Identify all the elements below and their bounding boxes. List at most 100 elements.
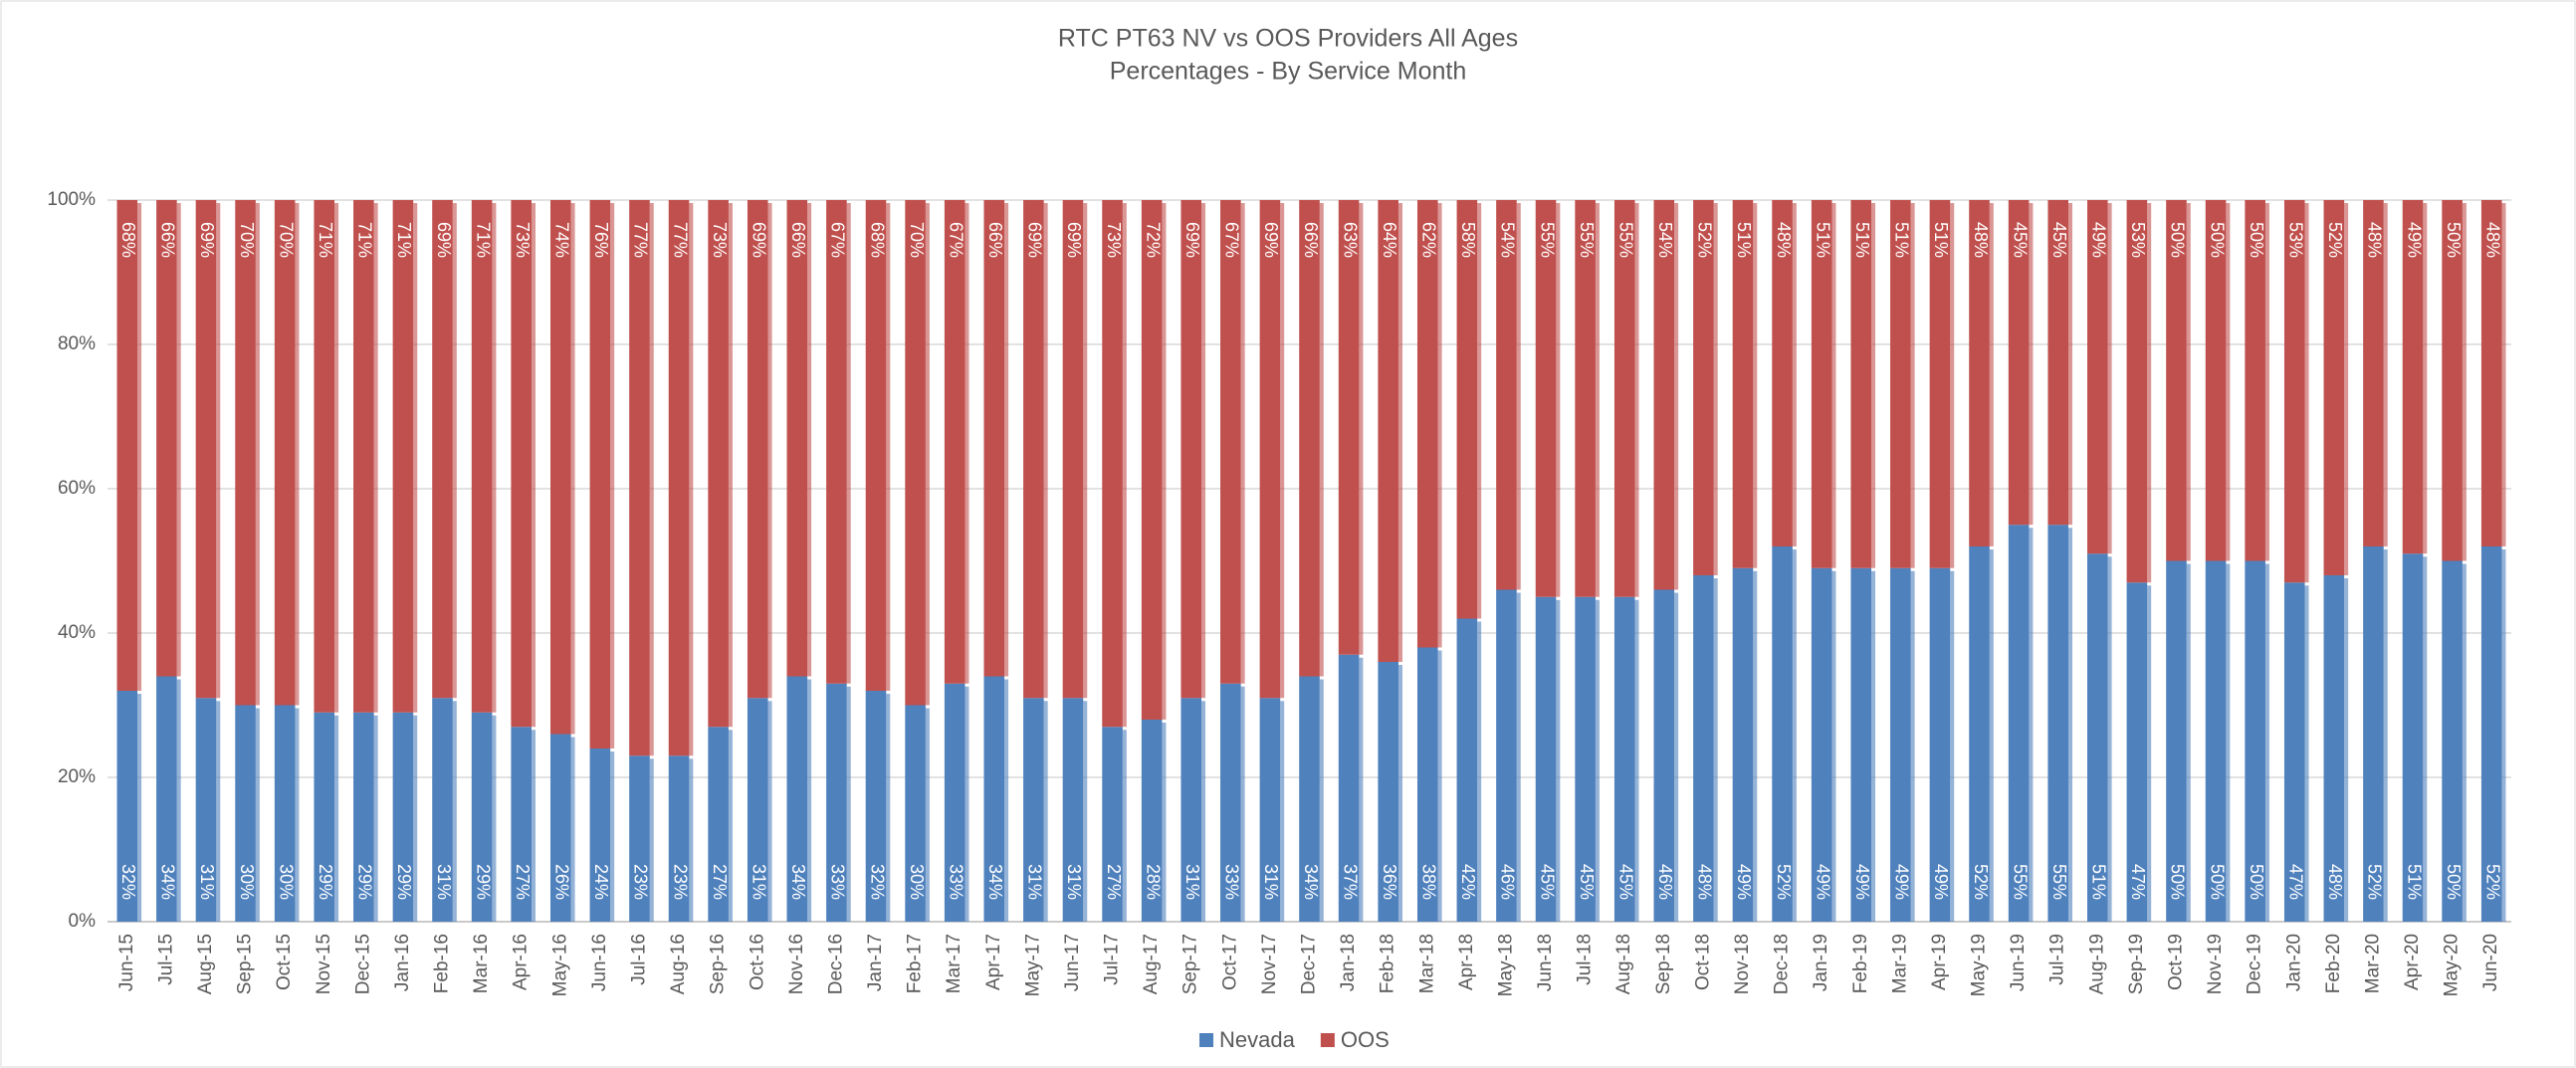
data-label: 53%	[2286, 222, 2306, 258]
bar-segment	[471, 712, 493, 922]
bar-segment	[1850, 567, 1872, 922]
bar-side	[1950, 203, 1955, 568]
bar-segment	[2205, 560, 2227, 922]
x-tick-label: Jun-17	[1062, 934, 1083, 991]
data-label: 29%	[394, 864, 414, 900]
bar-segment	[1220, 200, 1241, 684]
data-label: 52%	[2325, 222, 2345, 258]
bar-side	[492, 203, 497, 713]
bar-segment	[826, 200, 847, 684]
bar-segment	[471, 200, 493, 713]
bar-side	[1634, 599, 1639, 922]
data-label: 68%	[118, 222, 138, 258]
bar-side	[2383, 549, 2388, 922]
bar-segment	[1969, 200, 1990, 546]
data-label: 31%	[434, 864, 454, 900]
bar-side	[1556, 599, 1561, 922]
x-tick-label: Mar-19	[1889, 934, 1910, 993]
data-label: 64%	[1380, 222, 1399, 258]
data-label: 50%	[2168, 222, 2188, 258]
bar-segment	[786, 200, 808, 677]
data-label: 58%	[1458, 222, 1478, 258]
bar-side	[492, 715, 497, 922]
bar-segment	[116, 200, 138, 691]
data-label: 54%	[1498, 222, 1518, 258]
bar-side	[807, 679, 812, 922]
bar-side	[1477, 203, 1482, 619]
data-label: 76%	[591, 222, 611, 258]
bar-segment	[1023, 200, 1044, 699]
bar-side	[1989, 549, 1994, 922]
data-label: 49%	[1734, 864, 1754, 900]
bar-side	[216, 203, 221, 699]
data-label: 49%	[2089, 222, 2109, 258]
data-label: 36%	[1380, 864, 1399, 900]
bar-segment	[905, 705, 926, 922]
bar-segment	[1416, 200, 1438, 648]
bar-side	[1240, 686, 1245, 922]
data-label: 67%	[946, 222, 966, 258]
data-label: 33%	[1222, 864, 1242, 900]
bar-side	[610, 203, 615, 748]
data-label: 50%	[2247, 222, 2266, 258]
data-label: 49%	[1892, 864, 1912, 900]
bar-side	[2186, 563, 2191, 922]
bar-segment	[1378, 662, 1398, 922]
bar-segment	[1496, 589, 1517, 922]
data-label: 66%	[985, 222, 1005, 258]
bar-side	[531, 730, 536, 922]
data-label: 47%	[2286, 864, 2306, 900]
bar-segment	[1732, 567, 1754, 922]
y-tick-label: 40%	[58, 622, 96, 643]
bar-segment	[905, 200, 926, 706]
data-label: 49%	[1852, 864, 1872, 900]
x-tick-label: Jul-15	[155, 934, 176, 985]
data-label: 71%	[355, 222, 375, 258]
data-label: 49%	[2404, 222, 2424, 258]
data-label: 23%	[631, 864, 651, 900]
bar-side	[1871, 203, 1876, 568]
data-label: 34%	[985, 864, 1005, 900]
x-tick-label: Jan-18	[1338, 934, 1359, 991]
x-tick-label: May-16	[549, 934, 570, 996]
bar-side	[1516, 203, 1521, 590]
x-tick-label: Dec-17	[1299, 934, 1320, 994]
bar-side	[689, 758, 694, 922]
y-tick-label: 80%	[58, 333, 96, 354]
y-tick-label: 20%	[58, 766, 96, 787]
data-label: 53%	[2128, 222, 2148, 258]
bar-segment	[2245, 200, 2265, 561]
bar-side	[295, 708, 300, 922]
bar-side	[255, 203, 260, 706]
data-label: 50%	[2444, 864, 2464, 900]
data-label: 29%	[316, 864, 335, 900]
bar-side	[452, 203, 457, 699]
bar-segment	[1102, 727, 1123, 922]
bar-segment	[944, 683, 966, 922]
data-label: 45%	[1577, 864, 1597, 900]
bar-segment	[1890, 200, 1911, 568]
x-tick-label: Sep-19	[2126, 934, 2147, 994]
data-label: 69%	[197, 222, 217, 258]
data-label: 69%	[1261, 222, 1281, 258]
bar-side	[2344, 578, 2349, 922]
bar-segment	[1613, 200, 1635, 597]
data-label: 73%	[710, 222, 730, 258]
bar-side	[137, 694, 142, 922]
data-label: 50%	[2444, 222, 2464, 258]
bar-side	[1397, 665, 1402, 922]
x-tick-label: Nov-18	[1732, 934, 1753, 994]
data-label: 55%	[1537, 222, 1557, 258]
bar-side	[2344, 203, 2349, 575]
x-tick-label: Mar-18	[1416, 934, 1437, 993]
data-label: 27%	[1104, 864, 1124, 900]
bar-side	[1122, 730, 1127, 922]
bar-side	[2383, 203, 2388, 546]
bar-side	[1083, 701, 1088, 922]
x-tick-label: Aug-18	[1613, 934, 1634, 994]
x-tick-label: Sep-16	[708, 934, 729, 994]
bar-segment	[1850, 200, 1872, 568]
bar-segment	[195, 698, 217, 922]
x-tick-label: Feb-20	[2323, 934, 2344, 993]
data-label: 26%	[552, 864, 572, 900]
